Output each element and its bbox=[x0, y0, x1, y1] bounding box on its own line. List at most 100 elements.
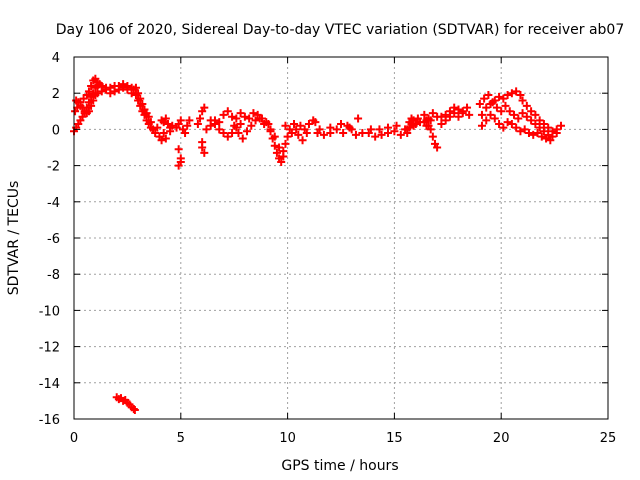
data-point bbox=[97, 81, 106, 90]
data-point bbox=[499, 94, 508, 103]
data-point bbox=[93, 78, 102, 87]
data-point bbox=[131, 83, 140, 92]
data-point bbox=[527, 107, 536, 116]
data-point bbox=[326, 123, 335, 132]
data-point bbox=[544, 123, 553, 132]
y-tick-label: -14 bbox=[39, 377, 60, 392]
data-point bbox=[198, 138, 207, 147]
data-point bbox=[524, 129, 533, 138]
data-point bbox=[206, 116, 215, 125]
data-point bbox=[396, 130, 405, 139]
data-point bbox=[458, 109, 467, 118]
data-point bbox=[392, 121, 401, 130]
data-point bbox=[463, 103, 472, 112]
data-point bbox=[437, 112, 446, 121]
data-point bbox=[249, 109, 258, 118]
data-point bbox=[283, 132, 292, 141]
data-point bbox=[492, 103, 501, 112]
data-point bbox=[351, 130, 360, 139]
data-point bbox=[518, 109, 527, 118]
data-point bbox=[407, 114, 416, 123]
x-tick-label: 5 bbox=[177, 431, 185, 446]
data-point bbox=[193, 119, 202, 128]
y-tick-label: 2 bbox=[52, 87, 60, 102]
data-point bbox=[477, 121, 486, 130]
data-point bbox=[84, 87, 93, 96]
data-point bbox=[277, 157, 286, 166]
data-point bbox=[183, 121, 192, 130]
data-point bbox=[366, 125, 375, 134]
data-point bbox=[465, 110, 474, 119]
data-point bbox=[296, 121, 305, 130]
x-tick-label: 25 bbox=[600, 431, 617, 446]
data-point bbox=[151, 129, 160, 138]
data-point bbox=[315, 125, 324, 134]
data-point bbox=[428, 109, 437, 118]
data-point bbox=[114, 85, 123, 94]
data-point bbox=[253, 110, 262, 119]
data-point bbox=[136, 94, 145, 103]
data-point bbox=[510, 110, 519, 119]
data-point bbox=[535, 116, 544, 125]
data-point bbox=[290, 119, 299, 128]
data-point bbox=[441, 116, 450, 125]
data-point bbox=[503, 118, 512, 127]
data-point bbox=[433, 143, 442, 152]
data-point bbox=[546, 136, 555, 145]
data-point bbox=[281, 121, 290, 130]
data-point bbox=[144, 112, 153, 121]
data-point bbox=[507, 89, 516, 98]
data-point bbox=[490, 114, 499, 123]
data-point bbox=[138, 100, 147, 109]
data-point bbox=[420, 110, 429, 119]
data-point bbox=[482, 103, 491, 112]
data-point bbox=[238, 134, 247, 143]
data-point bbox=[294, 130, 303, 139]
chart-title: Day 106 of 2020, Sidereal Day-to-day VTE… bbox=[56, 22, 625, 38]
data-point bbox=[377, 130, 386, 139]
data-point bbox=[240, 112, 249, 121]
data-point bbox=[319, 130, 328, 139]
data-point bbox=[281, 139, 290, 148]
data-point bbox=[422, 121, 431, 130]
data-point bbox=[337, 119, 345, 128]
data-point bbox=[210, 119, 219, 128]
data-point bbox=[426, 116, 435, 125]
data-point bbox=[484, 91, 493, 100]
data-point bbox=[202, 125, 211, 134]
data-point bbox=[266, 125, 275, 134]
data-point bbox=[159, 129, 168, 138]
data-point bbox=[535, 123, 544, 132]
data-point bbox=[251, 116, 260, 125]
data-point bbox=[450, 109, 459, 118]
data-point bbox=[552, 129, 561, 138]
data-point bbox=[486, 110, 495, 119]
data-point bbox=[243, 127, 252, 136]
x-tick-label: 0 bbox=[70, 431, 78, 446]
data-point bbox=[409, 121, 418, 130]
data-point bbox=[223, 107, 232, 116]
data-point bbox=[123, 85, 132, 94]
data-point bbox=[230, 121, 239, 130]
data-point bbox=[403, 125, 412, 134]
data-point bbox=[234, 129, 243, 138]
data-point bbox=[279, 147, 288, 156]
data-point bbox=[520, 125, 529, 134]
data-point bbox=[514, 114, 523, 123]
data-point bbox=[161, 134, 170, 143]
data-point bbox=[477, 110, 486, 119]
data-point bbox=[311, 118, 320, 127]
data-point bbox=[527, 116, 536, 125]
x-tick-label: 20 bbox=[493, 431, 510, 446]
data-point bbox=[245, 114, 254, 123]
data-point bbox=[437, 119, 446, 128]
data-point bbox=[522, 101, 531, 110]
x-tick-label: 10 bbox=[279, 431, 296, 446]
data-point bbox=[383, 123, 392, 132]
data-point bbox=[298, 136, 307, 145]
data-point bbox=[200, 148, 209, 157]
data-point bbox=[215, 125, 224, 134]
data-point bbox=[247, 121, 256, 130]
